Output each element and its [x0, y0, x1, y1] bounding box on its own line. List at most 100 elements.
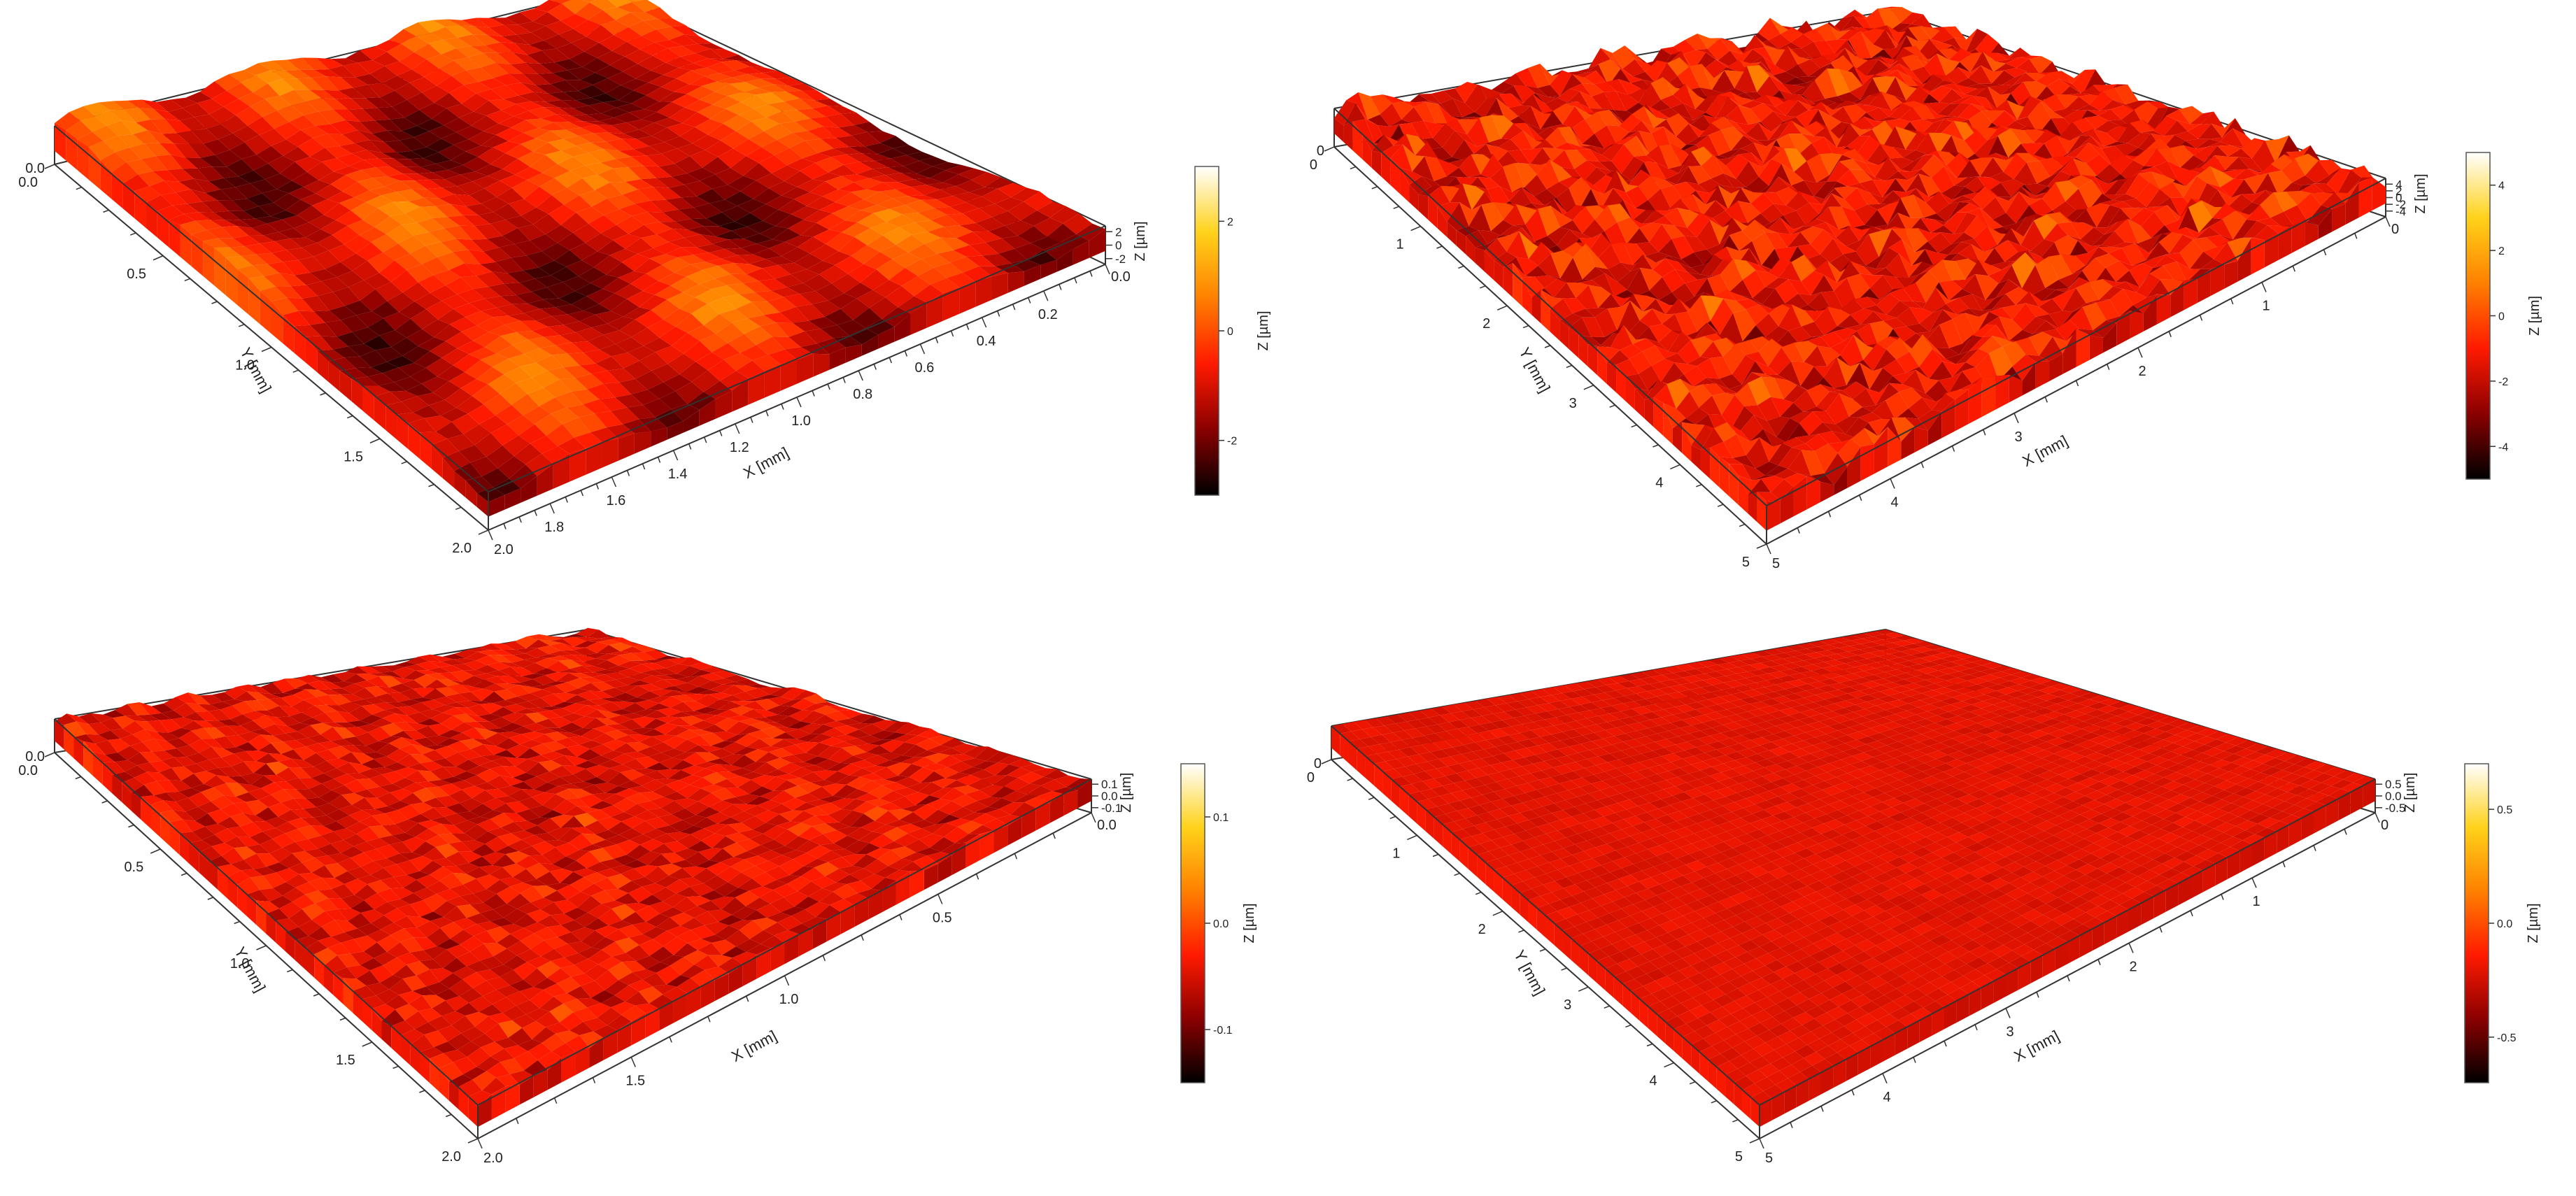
- y-tick-label: 1.0: [230, 956, 250, 971]
- y-tick-label: 1: [1396, 237, 1403, 252]
- y-tick: [1410, 225, 1421, 232]
- x-tick: [553, 1097, 558, 1104]
- z-tick-label: 0.0: [1101, 790, 1118, 803]
- x-tick-label: 1.0: [779, 992, 799, 1007]
- x-tick: [1920, 462, 1924, 469]
- z-tick-label: 0.0: [2385, 790, 2402, 803]
- y-tick-label: 1.0: [235, 358, 255, 373]
- x-tick: [2075, 380, 2079, 387]
- z-tick-label: 0: [2395, 192, 2402, 205]
- y-tick: [153, 255, 164, 261]
- x-axis-title: X [mm]: [2011, 1027, 2062, 1065]
- x-tick: [2005, 1008, 2011, 1018]
- x-tick-label: 1.4: [668, 467, 688, 482]
- y-tick: [1496, 305, 1508, 311]
- x-tick: [2097, 959, 2101, 965]
- colorbar-tick-label: -0.5: [2497, 1032, 2517, 1044]
- surface-side: [1331, 726, 2375, 1127]
- colorbar: -0.5 0.0 0.5 Z [µm]: [2464, 763, 2541, 1083]
- colorbar-tick-label: -2: [1227, 436, 1237, 448]
- x-tick: [592, 1077, 596, 1083]
- colorbar-tick-label: 4: [2498, 180, 2505, 192]
- x-tick: [2375, 812, 2380, 823]
- y-tick: [1371, 186, 1378, 190]
- x-tick-label: 0.5: [933, 911, 952, 926]
- surface-mesh: [1331, 629, 2375, 1105]
- y-tick: [1432, 853, 1439, 857]
- x-tick: [858, 370, 863, 381]
- y-tick: [150, 848, 161, 854]
- colorbar-tick-label: -0.1: [1213, 1025, 1233, 1037]
- y-tick: [455, 506, 462, 511]
- y-tick: [1480, 285, 1486, 289]
- z-axis-title: Z [µm]: [2402, 773, 2418, 813]
- colorbar-tick-label: 0: [1227, 326, 1233, 338]
- x-tick: [1882, 1073, 1888, 1084]
- y-tick: [428, 483, 434, 487]
- colorbar-title: Z [µm]: [2527, 296, 2542, 336]
- x-tick: [2251, 877, 2257, 888]
- x-tick: [796, 397, 802, 408]
- z-tick-label: -2: [1115, 252, 1126, 266]
- x-tick: [1043, 290, 1049, 301]
- x-axis-title: X [mm]: [2020, 432, 2071, 470]
- x-tick: [672, 450, 679, 461]
- y-tick: [1458, 265, 1464, 269]
- colorbar-gradient: [2464, 763, 2489, 1083]
- x-tick: [1012, 304, 1016, 311]
- corner-label-right: 0: [2381, 818, 2389, 833]
- y-tick: [1436, 245, 1443, 249]
- z-tick-label: -0.5: [2385, 802, 2405, 815]
- y-tick: [1389, 816, 1396, 820]
- x-tick-label: 1.0: [791, 413, 811, 429]
- y-tick: [419, 1090, 425, 1093]
- x-tick: [981, 317, 987, 328]
- corner-label-origin: 0.0: [25, 161, 45, 176]
- y-axis-title: Y [mm]: [1510, 947, 1549, 998]
- x-tick: [812, 390, 815, 397]
- z-axis-title: Z [µm]: [1133, 221, 1148, 261]
- x-tick: [904, 350, 908, 357]
- z-tick-label: -0.1: [1101, 802, 1121, 815]
- y-tick: [1604, 1005, 1611, 1009]
- z-tick-label: 4: [2395, 178, 2402, 191]
- x-tick: [1091, 812, 1096, 823]
- corner-label-origin: 0: [1314, 756, 1322, 771]
- x-tick: [2199, 315, 2203, 321]
- y-tick: [1689, 1081, 1696, 1085]
- corner-label-end: 5: [1765, 1151, 1773, 1166]
- x-tick: [1052, 832, 1056, 839]
- colorbar-gradient: [1194, 166, 1219, 496]
- y-tick: [1522, 325, 1529, 329]
- z-tick-label: 0.5: [2385, 778, 2402, 791]
- surface-plot-panel-1: 0.00.51.01.52.0Y [mm]1.81.61.41.21.00.80…: [18, 0, 1271, 557]
- colorbar-title: Z [µm]: [1256, 311, 1271, 350]
- x-tick: [745, 995, 749, 1002]
- x-tick: [2107, 364, 2110, 370]
- x-tick: [2230, 298, 2234, 305]
- x-tick: [2292, 265, 2295, 272]
- y-tick: [1518, 930, 1524, 933]
- y-tick: [1756, 543, 1767, 549]
- x-tick: [1014, 853, 1018, 860]
- y-tick: [1711, 1100, 1718, 1104]
- x-tick: [965, 324, 970, 330]
- x-tick-label: 2: [2138, 364, 2146, 379]
- colorbar-tick-label: 0: [2498, 311, 2505, 323]
- colorbar: -4 -2 0 2 4 Z [µm]: [2465, 152, 2542, 480]
- y-tick: [287, 969, 293, 973]
- corner-label-right: 0.0: [1111, 269, 1131, 285]
- y-tick: [313, 993, 320, 997]
- corner-label-end: 2.0: [494, 542, 514, 557]
- y-tick: [362, 1041, 373, 1047]
- y-tick: [1350, 166, 1357, 170]
- x-tick: [707, 1016, 711, 1023]
- x-tick: [1089, 271, 1093, 277]
- x-tick: [2354, 233, 2358, 239]
- z-tick-label: -2: [2395, 198, 2406, 211]
- y-tick: [369, 438, 381, 443]
- colorbar-gradient: [2465, 152, 2491, 480]
- x-tick: [1827, 511, 1832, 518]
- surface-plot-panel-3: 0.00.51.01.52.0Y [mm]1.51.00.5X [mm]0.02…: [18, 627, 1257, 1166]
- colorbar-title: Z [µm]: [2526, 903, 2541, 943]
